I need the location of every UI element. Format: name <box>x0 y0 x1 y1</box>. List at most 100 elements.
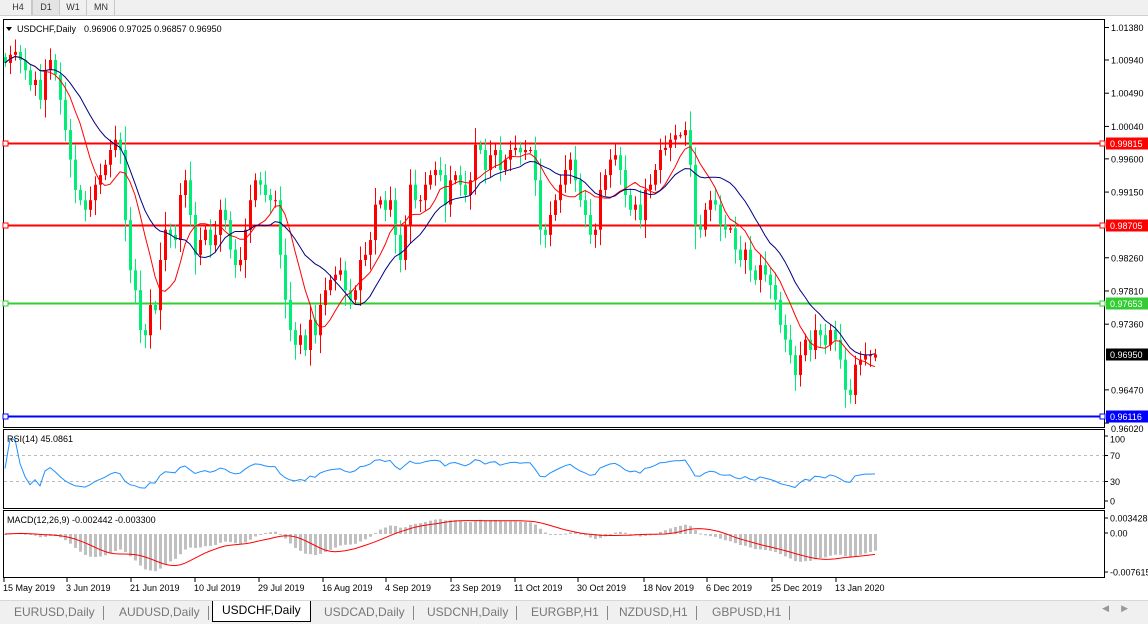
candle-body <box>59 74 62 100</box>
candle <box>404 215 407 270</box>
candle <box>819 323 822 349</box>
macd-histogram-bar <box>609 534 612 535</box>
candle <box>674 124 677 148</box>
candle <box>609 149 612 188</box>
macd-histogram-bar <box>424 521 427 534</box>
candle <box>524 139 527 161</box>
timeframe-mn-button[interactable]: MN <box>88 0 115 15</box>
tab-audusd-daily[interactable]: AUDUSD,Daily <box>119 603 209 622</box>
macd-histogram-bar <box>659 531 662 534</box>
candle-body <box>574 159 577 181</box>
candle <box>844 348 847 408</box>
candle-body <box>564 169 567 185</box>
level-handle[interactable] <box>1099 413 1106 420</box>
candle <box>699 214 702 238</box>
macd-histogram-bar <box>324 534 327 553</box>
macd-histogram-bar <box>514 521 517 534</box>
candle-body <box>14 51 17 55</box>
candle-body <box>659 150 662 170</box>
candle <box>839 323 842 369</box>
collapse-triangle-icon[interactable] <box>6 27 12 31</box>
macd-histogram-bar <box>279 534 282 535</box>
candle-body <box>649 184 652 190</box>
candle <box>79 184 82 206</box>
macd-histogram-bar <box>249 534 252 540</box>
date-tick-label: 13 Jan 2020 <box>835 583 885 593</box>
date-tick-label: 21 Jun 2019 <box>130 583 180 593</box>
level-handle[interactable] <box>1099 140 1106 147</box>
candle <box>274 190 277 208</box>
tab-usdcad-daily[interactable]: USDCAD,Daily <box>324 603 414 622</box>
candle-body <box>104 164 107 176</box>
candle-body <box>819 330 822 336</box>
candle <box>739 235 742 268</box>
tab-eurgbp-h1[interactable]: EURGBP,H1 <box>531 603 608 622</box>
candle-body <box>739 249 742 260</box>
candle <box>224 198 227 230</box>
candle <box>569 152 572 184</box>
candle-body <box>699 225 702 230</box>
date-tick-label: 15 May 2019 <box>3 583 55 593</box>
macd-histogram-bar <box>299 534 302 551</box>
tab-usdchf-daily[interactable]: USDCHF,Daily <box>212 601 311 622</box>
tab-scroll-arrows[interactable]: ◀▶ <box>1102 603 1140 614</box>
candle-body <box>844 359 847 390</box>
candle <box>344 261 347 307</box>
macd-histogram-bar <box>684 524 687 534</box>
scroll-right-icon[interactable]: ▶ <box>1121 603 1140 613</box>
macd-histogram-bar <box>189 534 192 548</box>
candle-body <box>134 270 137 291</box>
macd-histogram-bar <box>784 534 787 557</box>
candle <box>759 254 762 293</box>
tab-gbpusd-h1[interactable]: GBPUSD,H1 <box>712 603 791 622</box>
macd-histogram-bar <box>399 527 402 534</box>
candle-body <box>269 195 272 201</box>
candle-body <box>779 299 782 325</box>
macd-histogram-bar <box>134 534 137 561</box>
candle-body <box>854 364 857 396</box>
candle <box>149 289 152 349</box>
tab-eurusd-daily[interactable]: EURUSD,Daily <box>14 603 104 622</box>
level-handle[interactable] <box>1099 222 1106 229</box>
candle-body <box>849 389 852 396</box>
macd-histogram-bar <box>529 522 532 534</box>
macd-histogram-bar <box>139 534 142 566</box>
macd-histogram-bar <box>764 534 767 550</box>
candle <box>164 211 167 272</box>
macd-histogram-bar <box>209 534 212 546</box>
tab-usdcnh-daily[interactable]: USDCNH,Daily <box>427 603 518 622</box>
timeframe-d1-button[interactable]: D1 <box>32 0 60 15</box>
macd-histogram-bar <box>444 520 447 534</box>
price-tick-label: 0.98260 <box>1111 253 1144 263</box>
price-tick-label: 0.96470 <box>1111 385 1144 395</box>
candle <box>779 291 782 333</box>
level-handle[interactable] <box>2 300 9 307</box>
chart-area[interactable]: 1.01380 1.00940 1.00490 1.00040 0.99600 0.991… <box>0 0 1148 600</box>
timeframe-w1-button[interactable]: W1 <box>60 0 87 15</box>
scroll-left-icon[interactable]: ◀ <box>1102 603 1122 613</box>
candle-body <box>324 290 327 305</box>
tab-nzdusd-h1[interactable]: NZDUSD,H1 <box>619 603 697 622</box>
date-tick-label: 16 Aug 2019 <box>322 583 373 593</box>
candle-body <box>629 195 632 210</box>
macd-histogram-bar <box>499 520 502 534</box>
candle <box>99 163 102 194</box>
candle-body <box>239 259 242 266</box>
candle <box>469 172 472 210</box>
candle <box>574 145 577 192</box>
level-handle[interactable] <box>2 413 9 420</box>
candle-body <box>454 175 457 181</box>
timeframe-h4-button[interactable]: H4 <box>5 0 32 15</box>
candle <box>634 196 637 221</box>
candle-body <box>389 200 392 210</box>
candle-body <box>39 79 42 100</box>
candle <box>34 71 37 96</box>
macd-histogram-bar <box>229 534 232 543</box>
candle-body <box>449 180 452 205</box>
level-handle[interactable] <box>1099 300 1106 307</box>
level-handle[interactable] <box>2 222 9 229</box>
level-handle[interactable] <box>2 140 9 147</box>
candle <box>484 138 487 184</box>
candle <box>309 306 312 366</box>
candle-body <box>204 229 207 241</box>
